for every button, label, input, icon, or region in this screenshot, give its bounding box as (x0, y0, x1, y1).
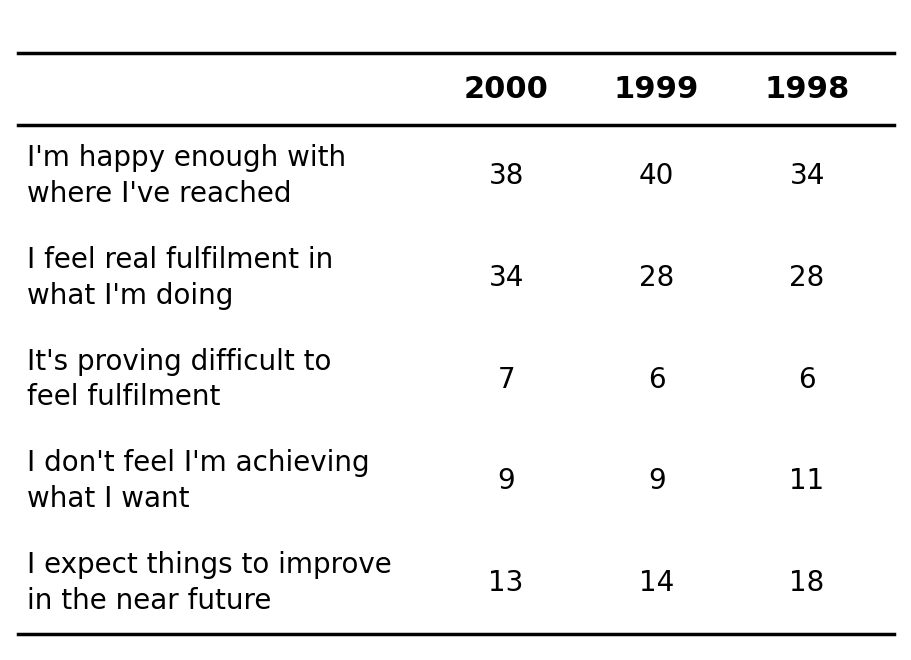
Text: I expect things to improve
in the near future: I expect things to improve in the near f… (27, 551, 392, 614)
Text: I'm happy enough with
where I've reached: I'm happy enough with where I've reached (27, 145, 346, 208)
Text: 13: 13 (488, 569, 523, 597)
Text: 11: 11 (789, 467, 824, 495)
Text: It's proving difficult to
feel fulfilment: It's proving difficult to feel fulfilmen… (27, 348, 332, 411)
Text: 1998: 1998 (763, 75, 849, 104)
Text: 18: 18 (789, 569, 824, 597)
Text: 9: 9 (496, 467, 515, 495)
Text: 34: 34 (789, 162, 824, 190)
Text: 7: 7 (496, 366, 515, 393)
Text: 6: 6 (797, 366, 815, 393)
Text: 40: 40 (639, 162, 673, 190)
Text: 6: 6 (647, 366, 665, 393)
Text: 2000: 2000 (463, 75, 548, 104)
Text: I don't feel I'm achieving
what I want: I don't feel I'm achieving what I want (27, 449, 370, 513)
Text: 38: 38 (488, 162, 523, 190)
Text: 9: 9 (647, 467, 665, 495)
Text: 28: 28 (639, 264, 673, 292)
Text: I feel real fulfilment in
what I'm doing: I feel real fulfilment in what I'm doing (27, 246, 333, 310)
Text: 34: 34 (488, 264, 523, 292)
Text: 1999: 1999 (613, 75, 699, 104)
Text: 28: 28 (789, 264, 824, 292)
Text: 14: 14 (639, 569, 673, 597)
